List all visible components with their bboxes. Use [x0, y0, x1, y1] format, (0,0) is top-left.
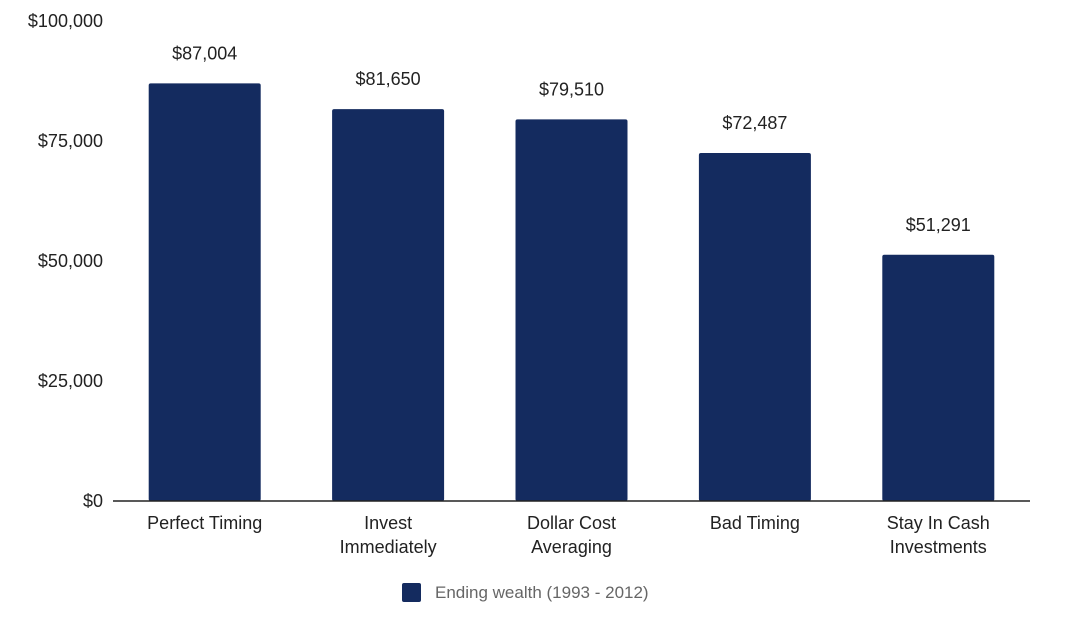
bar [332, 109, 445, 501]
data-label: $81,650 [356, 69, 421, 89]
bar [698, 153, 811, 502]
bar [882, 254, 995, 501]
y-tick-label: $100,000 [28, 11, 103, 31]
data-label: $51,291 [906, 215, 971, 235]
x-tick-label: Averaging [531, 537, 612, 557]
x-tick-label: Perfect Timing [147, 513, 262, 533]
y-tick-label: $25,000 [38, 371, 103, 391]
legend-label: Ending wealth (1993 - 2012) [435, 583, 649, 602]
data-label: $87,004 [172, 43, 237, 63]
x-tick-label: Immediately [340, 537, 437, 557]
x-tick-label: Stay In Cash [887, 513, 990, 533]
legend: Ending wealth (1993 - 2012) [402, 583, 649, 602]
legend-swatch [402, 583, 421, 602]
bar [148, 83, 261, 501]
x-tick-label: Investments [890, 537, 987, 557]
data-label: $72,487 [722, 113, 787, 133]
x-tick-label: Invest [364, 513, 412, 533]
y-tick-label: $75,000 [38, 131, 103, 151]
x-tick-label: Bad Timing [710, 513, 800, 533]
data-label: $79,510 [539, 79, 604, 99]
bar [515, 119, 628, 502]
x-tick-label: Dollar Cost [527, 513, 616, 533]
y-tick-label: $50,000 [38, 251, 103, 271]
y-tick-label: $0 [83, 491, 103, 511]
